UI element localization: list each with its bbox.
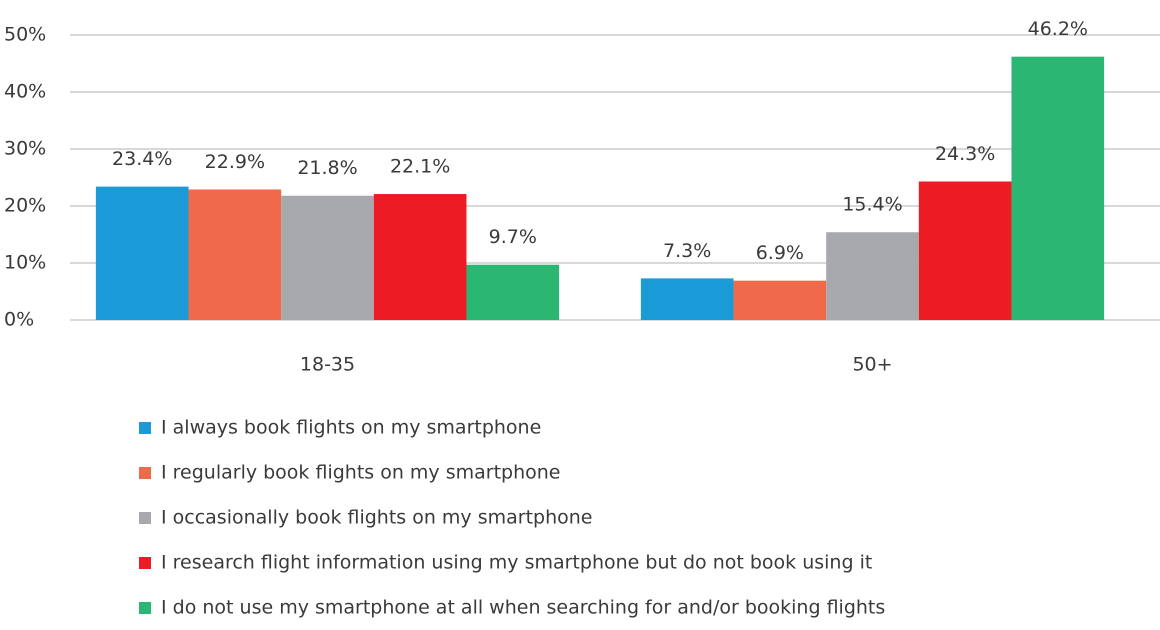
value-label: 22.1% bbox=[390, 156, 450, 178]
value-label: 21.8% bbox=[297, 157, 357, 179]
value-label: 24.3% bbox=[935, 143, 995, 165]
y-tick-label: 0% bbox=[4, 309, 34, 331]
y-tick-label: 50% bbox=[4, 24, 46, 46]
legend-label: I do not use my smartphone at all when s… bbox=[161, 597, 885, 619]
legend-label: I occasionally book flights on my smartp… bbox=[161, 507, 593, 529]
legend-label: I research flight information using my s… bbox=[161, 552, 872, 574]
bar bbox=[918, 181, 1012, 320]
y-tick-label: 30% bbox=[4, 138, 46, 160]
value-label: 7.3% bbox=[663, 240, 711, 262]
value-label: 46.2% bbox=[1028, 18, 1088, 40]
bar bbox=[1011, 56, 1105, 320]
bar bbox=[281, 195, 374, 320]
legend-label: I always book flights on my smartphone bbox=[161, 417, 541, 439]
value-label: 15.4% bbox=[842, 194, 902, 216]
bar bbox=[733, 280, 827, 320]
value-label: 6.9% bbox=[756, 242, 804, 264]
bar bbox=[826, 232, 919, 320]
legend-swatch bbox=[139, 602, 151, 614]
bar bbox=[640, 278, 734, 320]
value-label: 9.7% bbox=[489, 226, 537, 248]
legend-swatch bbox=[139, 422, 151, 434]
bar bbox=[95, 186, 189, 320]
x-tick-label: 50+ bbox=[852, 354, 892, 376]
y-tick-label: 20% bbox=[4, 195, 46, 217]
legend-swatch bbox=[139, 467, 151, 479]
y-tick-label: 40% bbox=[4, 81, 46, 103]
legend-swatch bbox=[139, 512, 151, 524]
bar bbox=[188, 189, 282, 320]
value-label: 23.4% bbox=[112, 148, 172, 170]
legend-label: I regularly book flights on my smartphon… bbox=[161, 462, 560, 484]
bar bbox=[466, 264, 560, 320]
y-tick-label: 10% bbox=[4, 252, 46, 274]
legend-swatch bbox=[139, 557, 151, 569]
bar bbox=[373, 194, 467, 320]
value-label: 22.9% bbox=[205, 151, 265, 173]
x-tick-label: 18-35 bbox=[300, 354, 355, 376]
